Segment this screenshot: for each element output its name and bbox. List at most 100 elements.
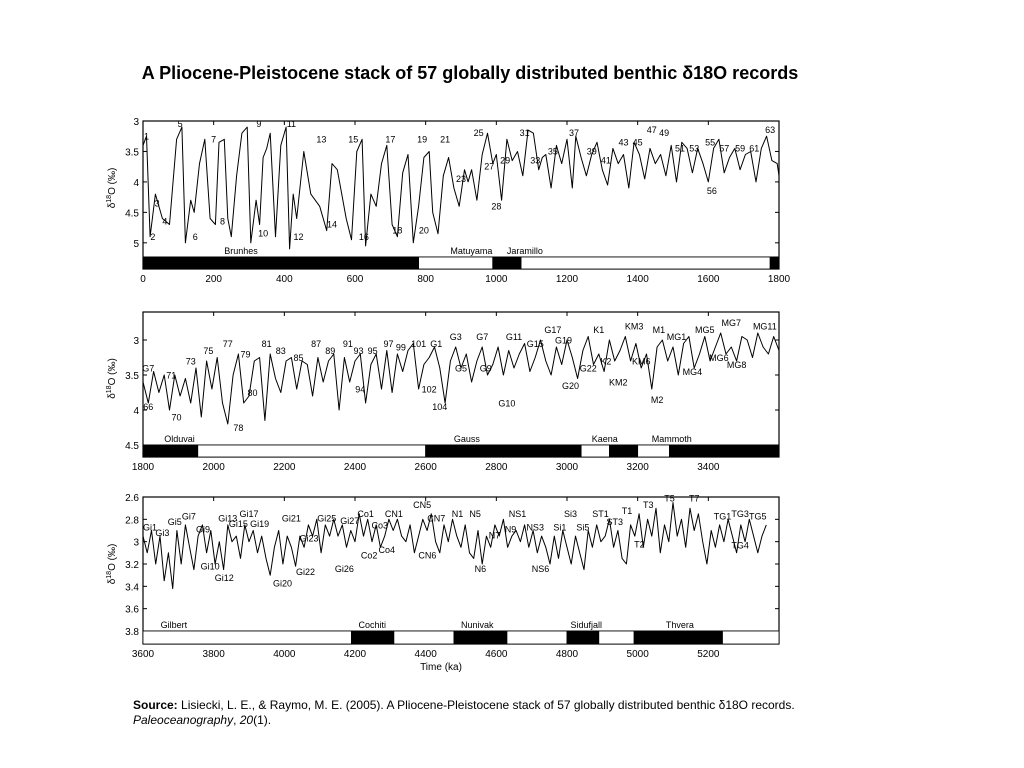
stage-label: 49 xyxy=(659,128,669,138)
stage-label: MG6 xyxy=(709,353,729,363)
stage-label: 20 xyxy=(419,226,429,236)
polarity-block xyxy=(142,630,352,645)
x-tick-label: 800 xyxy=(417,274,434,285)
stage-label: G17 xyxy=(544,325,561,335)
stage-label: Gi26 xyxy=(335,564,354,574)
stage-label: Gi12 xyxy=(215,573,234,583)
stage-label: 95 xyxy=(368,346,378,356)
stage-label: MG4 xyxy=(683,367,703,377)
stage-label: 13 xyxy=(316,134,326,144)
stage-label: 56 xyxy=(707,186,717,196)
stage-label: 7 xyxy=(211,134,216,144)
y-tick-label: 3.6 xyxy=(125,605,139,616)
stage-label: G22 xyxy=(580,364,597,374)
chron-label: Gilbert xyxy=(161,620,188,630)
stage-label: 31 xyxy=(520,128,530,138)
chron-label: Cochiti xyxy=(359,620,387,630)
series-line xyxy=(142,126,780,250)
stage-label: 51 xyxy=(675,143,685,153)
stage-label: G1 xyxy=(430,339,442,349)
stage-label: T3 xyxy=(643,500,654,510)
stage-label: 97 xyxy=(384,339,394,349)
stage-label: N7 xyxy=(489,530,501,540)
stage-label: K2 xyxy=(600,357,611,367)
stage-label: 73 xyxy=(186,357,196,367)
x-tick-label: 1400 xyxy=(627,274,650,285)
stage-label: 47 xyxy=(647,125,657,135)
stage-label: G5 xyxy=(455,364,467,374)
stage-label: MG8 xyxy=(727,360,747,370)
stage-label: Co4 xyxy=(379,545,396,555)
stage-label: N5 xyxy=(469,509,481,519)
stage-label: Gi19 xyxy=(250,519,269,529)
stage-label: TG1 xyxy=(714,511,732,521)
stage-label: 55 xyxy=(705,137,715,147)
chron-label: Kaena xyxy=(592,434,618,444)
stage-label: Gi17 xyxy=(239,509,258,519)
x-tick-label: 2800 xyxy=(485,462,508,473)
stage-label: 61 xyxy=(749,143,759,153)
stage-label: 2 xyxy=(150,232,155,242)
chron-label: Jaramillo xyxy=(507,246,543,256)
stage-label: KM2 xyxy=(609,378,628,388)
stage-label: 21 xyxy=(440,134,450,144)
stage-label: M1 xyxy=(653,325,666,335)
x-tick-label: 4000 xyxy=(273,649,296,660)
stage-label: Gi10 xyxy=(201,562,220,572)
y-axis-label: δ18O (‰) xyxy=(106,358,118,399)
stage-label: 16 xyxy=(359,232,369,242)
chart-panel-1: 33.544.550 200 400 600 800 1000 1200 1400 1600 18… xyxy=(106,117,791,285)
stage-label: G3 xyxy=(450,332,462,342)
polarity-block xyxy=(197,444,427,458)
stage-label: N9 xyxy=(505,525,517,535)
y-tick-label: 3 xyxy=(133,117,139,128)
stage-label: MG11 xyxy=(753,322,777,332)
stage-label: K1 xyxy=(593,325,604,335)
y-tick-label: 3.2 xyxy=(125,560,139,571)
stage-label: CN6 xyxy=(418,550,436,560)
stage-label: NS1 xyxy=(509,509,527,519)
polarity-block xyxy=(506,630,568,645)
stage-label: 14 xyxy=(327,220,337,230)
y-tick-label: 3.5 xyxy=(125,147,139,158)
stage-label: TG3 xyxy=(731,509,749,519)
stage-label: 4 xyxy=(162,217,167,227)
chron-label: Gauss xyxy=(454,434,481,444)
y-axis-label: δ18O (‰) xyxy=(106,544,118,585)
stage-label: ST3 xyxy=(606,517,623,527)
stage-label: Gi15 xyxy=(229,519,248,529)
polarity-block xyxy=(142,256,420,270)
stage-label: 17 xyxy=(385,134,395,144)
source-citation: Source: Lisiecki, L. E., & Raymo, M. E. … xyxy=(133,698,795,727)
stage-label: 77 xyxy=(223,339,233,349)
x-tick-label: 1600 xyxy=(697,274,720,285)
chron-label: Nunivak xyxy=(461,620,494,630)
x-tick-label: 200 xyxy=(205,274,222,285)
stage-label: 71 xyxy=(166,371,176,381)
stage-label: 9 xyxy=(256,119,261,129)
polarity-block xyxy=(142,444,199,458)
x-tick-label: 5200 xyxy=(697,649,720,660)
stage-label: G7 xyxy=(142,364,154,374)
chron-label: Thvera xyxy=(666,620,694,630)
chart-panel-2: 3 3.5 4 4.5 1800 2000 2200 2400 2600 2800 3000 3200… xyxy=(106,311,780,473)
stage-label: Gi9 xyxy=(196,525,210,535)
stage-label: Gi22 xyxy=(296,567,315,577)
x-tick-label: 5000 xyxy=(627,649,650,660)
stage-label: Co2 xyxy=(361,550,378,560)
stage-label: 104 xyxy=(432,402,447,412)
polarity-block xyxy=(418,256,494,270)
y-tick-label: 3 xyxy=(133,538,139,549)
stage-label: 75 xyxy=(203,346,213,356)
stage-label: 23 xyxy=(456,174,466,184)
chart-title: A Pliocene-Pleistocene stack of 57 globa… xyxy=(141,63,799,83)
stage-label: 102 xyxy=(422,385,437,395)
x-tick-label: 4400 xyxy=(415,649,438,660)
chart-panel-3: 2.6 2.8 3 3.2 3.4 3.6 3.8 3600 3800 4000 4200 4400 4… xyxy=(106,493,780,673)
polarity-block xyxy=(633,630,723,645)
stage-label: G20 xyxy=(562,381,579,391)
polarity-block xyxy=(722,630,780,645)
stage-label: 94 xyxy=(355,385,365,395)
x-tick-label: 1000 xyxy=(485,274,508,285)
stage-label: MG5 xyxy=(695,325,715,335)
